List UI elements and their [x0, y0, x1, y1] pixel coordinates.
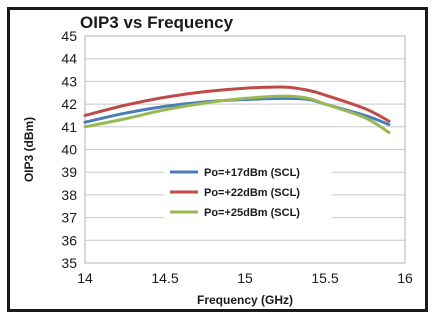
y-tick-label: 37	[61, 210, 77, 226]
legend: Po=+17dBm (SCL) Po=+22dBm (SCL) Po=+25dBm …	[164, 160, 332, 222]
y-tick-label: 39	[61, 164, 77, 180]
chart-title: OIP3 vs Frequency	[80, 13, 234, 32]
y-tick-label: 35	[61, 255, 77, 271]
gridlines	[85, 35, 405, 264]
legend-label: Po=+22dBm (SCL)	[204, 187, 300, 199]
y-tick-label: 43	[61, 73, 77, 89]
y-tick-label: 40	[61, 142, 77, 158]
y-axis-label: OIP3 (dBm)	[22, 117, 36, 182]
y-tick-label: 42	[61, 96, 77, 112]
y-tick-label: 44	[61, 51, 77, 67]
x-tick-label: 16	[397, 270, 413, 286]
series-lines	[83, 85, 391, 134]
x-tick-label: 14	[77, 270, 93, 286]
chart-frame	[7, 7, 428, 312]
x-tick-label: 14.5	[151, 270, 178, 286]
legend-label: Po=+25dBm (SCL)	[204, 207, 300, 219]
y-tick-label: 36	[61, 232, 77, 248]
plot-area	[84, 35, 406, 264]
y-tick-label: 41	[61, 119, 77, 135]
x-tick-label: 15.5	[311, 270, 338, 286]
x-axis-label: Frequency (GHz)	[197, 293, 293, 307]
y-tick-labels: 35 36 37 38 39 40 41 42 43 44 45	[61, 28, 77, 271]
y-tick-label: 45	[61, 28, 77, 44]
series-line-2	[83, 85, 391, 123]
series-line-3	[83, 94, 391, 134]
y-tick-label: 38	[61, 187, 77, 203]
x-tick-labels: 14 14.5 15 15.5 16	[77, 270, 413, 286]
legend-label: Po=+17dBm (SCL)	[204, 167, 300, 179]
x-tick-label: 15	[237, 270, 253, 286]
